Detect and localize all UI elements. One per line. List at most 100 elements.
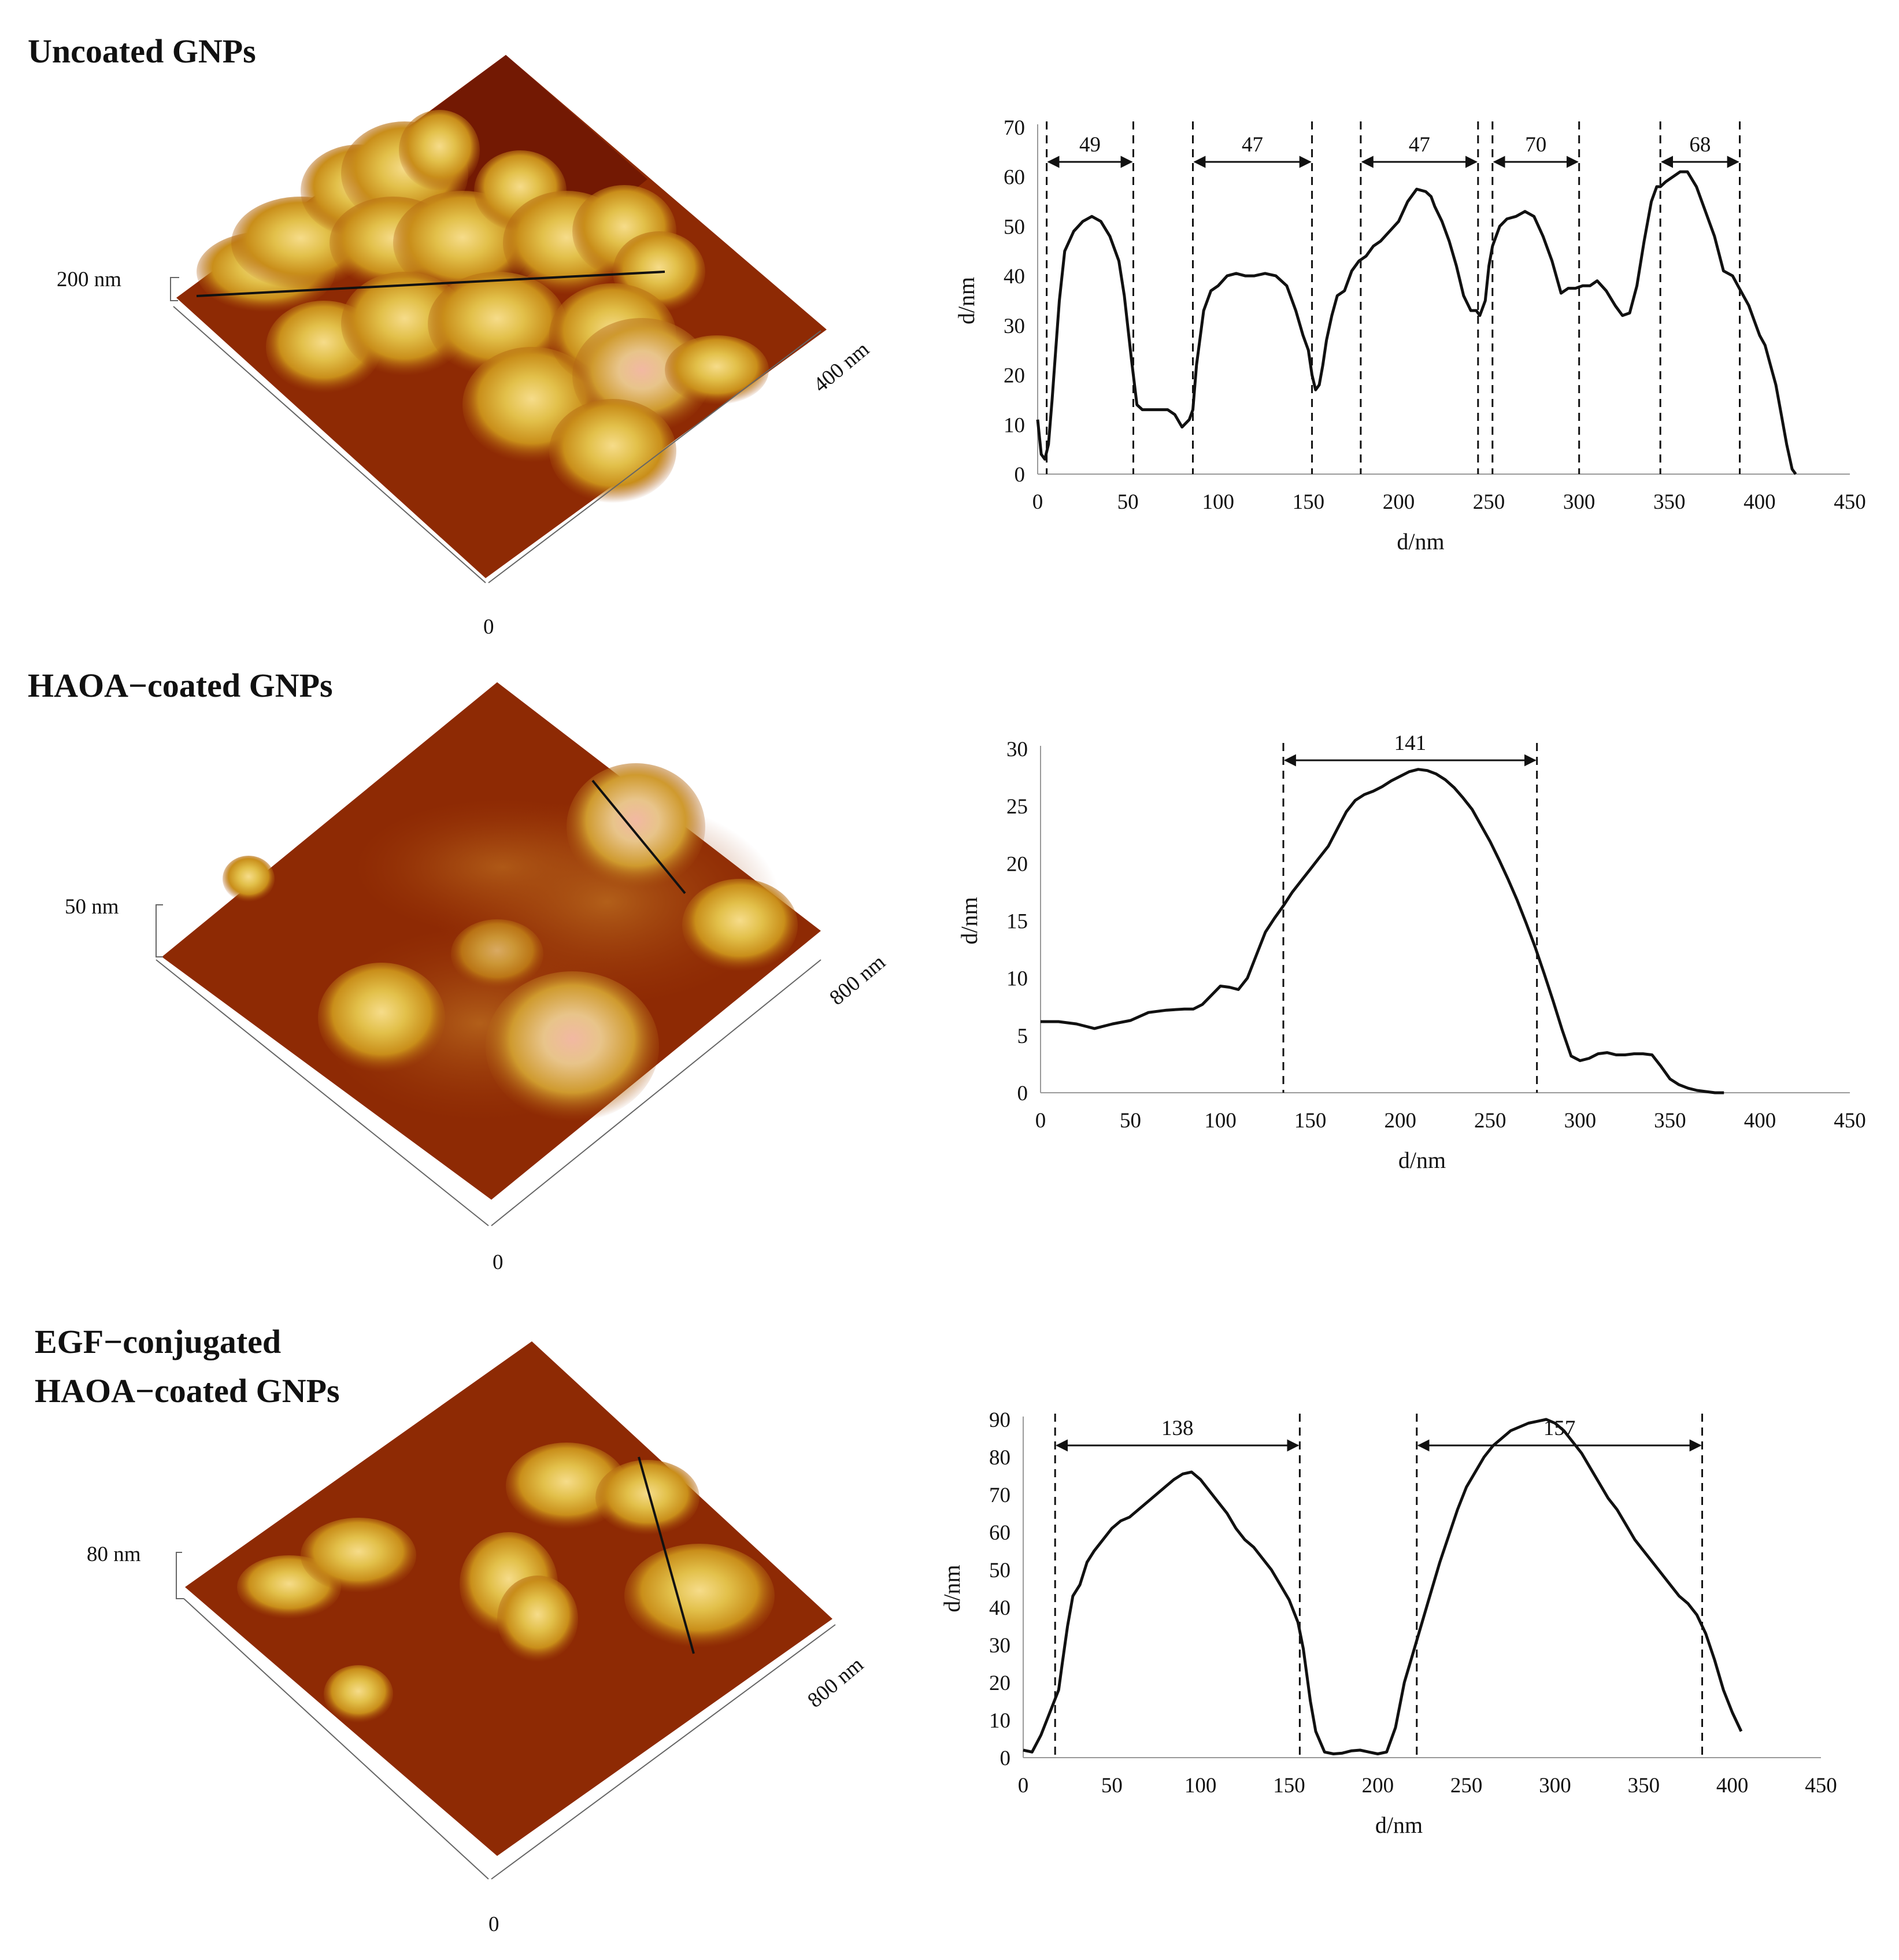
y-tick-label: 25 bbox=[1006, 795, 1028, 819]
x-tick-label: 300 bbox=[1539, 1774, 1571, 1798]
profile-chart-uncoated: 0 50 100 150 200 250 300 350 400 450 0 10 20 30 40 50 60… bbox=[953, 116, 1866, 554]
panel-title-uncoated: Uncoated GNPs bbox=[28, 32, 256, 70]
x-tick-label: 350 bbox=[1653, 490, 1686, 514]
x-tick-label: 250 bbox=[1450, 1774, 1483, 1798]
y-tick-label: 0 bbox=[1017, 1082, 1028, 1105]
x-tick-label: 0 bbox=[1035, 1109, 1046, 1133]
y-tick-label: 10 bbox=[989, 1709, 1010, 1733]
x-tick-label: 100 bbox=[1184, 1774, 1217, 1798]
y-tick-label: 0 bbox=[1015, 463, 1026, 487]
y-tick-label: 10 bbox=[1004, 413, 1025, 437]
y-tick-label: 15 bbox=[1006, 910, 1028, 934]
afm-profile-line-haoa bbox=[591, 779, 686, 894]
y-tick-label: 40 bbox=[989, 1596, 1010, 1620]
x-tick-label: 450 bbox=[1834, 1109, 1866, 1133]
afm-profile-line-egf bbox=[638, 1456, 695, 1654]
y-tick-label: 5 bbox=[1017, 1025, 1028, 1048]
x-tick-label: 50 bbox=[1117, 490, 1139, 514]
x-tick-label: 250 bbox=[1474, 1109, 1506, 1133]
x-tick-label: 250 bbox=[1473, 490, 1505, 514]
dimension-label: 68 bbox=[1689, 133, 1711, 157]
x-tick-label: 100 bbox=[1204, 1109, 1237, 1133]
afm-particles-uncoated bbox=[197, 110, 769, 503]
x-tick-label: 150 bbox=[1293, 490, 1325, 514]
afm-z-scale-egf: 80 nm bbox=[87, 1543, 141, 1566]
y-tick-label: 70 bbox=[989, 1484, 1010, 1507]
profile-chart-egf: 0 50 100 150 200 250 300 350 400 450 0 10 20 30 40 50 60… bbox=[939, 1408, 1837, 1838]
y-tick-label: 20 bbox=[1006, 852, 1028, 876]
afm-xy-scale-uncoated: 400 nm bbox=[809, 337, 873, 397]
y-tick-label: 20 bbox=[989, 1671, 1010, 1695]
x-tick-label: 300 bbox=[1564, 1109, 1597, 1133]
y-tick-label: 30 bbox=[989, 1634, 1010, 1658]
y-tick-label: 0 bbox=[1000, 1747, 1011, 1770]
y-tick-label: 80 bbox=[989, 1446, 1010, 1470]
x-tick-label: 150 bbox=[1273, 1774, 1305, 1798]
x-tick-label: 100 bbox=[1202, 490, 1234, 514]
profile-series-line bbox=[1023, 1418, 1743, 1755]
x-tick-label: 150 bbox=[1294, 1109, 1327, 1133]
y-tick-label: 60 bbox=[1004, 166, 1025, 190]
afm-origin-uncoated: 0 bbox=[483, 615, 494, 639]
y-tick-label: 30 bbox=[1004, 315, 1025, 338]
y-axis-label: d/nm bbox=[956, 897, 982, 944]
dimension-label: 47 bbox=[1409, 133, 1430, 157]
x-axis-label: d/nm bbox=[1375, 1812, 1423, 1838]
x-tick-label: 400 bbox=[1743, 490, 1776, 514]
dimension-label: 138 bbox=[1161, 1417, 1194, 1440]
y-tick-label: 70 bbox=[1004, 116, 1025, 140]
x-tick-label: 50 bbox=[1101, 1774, 1123, 1798]
afm-origin-egf: 0 bbox=[488, 1913, 499, 1936]
x-tick-label: 350 bbox=[1654, 1109, 1686, 1133]
panel-title-egf-line2: HAOA−coated GNPs bbox=[35, 1372, 340, 1410]
afm-particles-egf bbox=[237, 1443, 775, 1723]
afm-panel-egf: EGF−conjugated HAOA−coated GNPs 80 nm 80… bbox=[35, 1323, 868, 1936]
dimension-label: 70 bbox=[1525, 133, 1546, 157]
afm-z-scale-haoa: 50 nm bbox=[65, 895, 119, 919]
x-axis-label: d/nm bbox=[1397, 528, 1444, 554]
x-tick-label: 300 bbox=[1563, 490, 1596, 514]
afm-profile-line-uncoated bbox=[196, 271, 665, 297]
y-tick-label: 60 bbox=[989, 1521, 1010, 1545]
x-tick-label: 0 bbox=[1032, 490, 1043, 514]
x-tick-label: 200 bbox=[1362, 1774, 1394, 1798]
y-axis-label: d/nm bbox=[953, 277, 979, 324]
panel-title-egf-line1: EGF−conjugated bbox=[35, 1323, 281, 1360]
profile-chart-haoa: 0 50 100 150 200 250 300 350 400 450 0 5 10 15 20 25 30 d… bbox=[956, 731, 1866, 1173]
afm-origin-haoa: 0 bbox=[493, 1251, 504, 1274]
profile-series-line bbox=[1036, 170, 1797, 475]
afm-xy-scale-egf: 800 nm bbox=[803, 1652, 868, 1713]
y-tick-label: 50 bbox=[1004, 215, 1025, 239]
afm-z-axis-haoa bbox=[156, 904, 163, 957]
afm-panel-uncoated: Uncoated GNPs bbox=[28, 32, 874, 639]
profile-series-line bbox=[1041, 768, 1724, 1094]
y-tick-label: 10 bbox=[1006, 967, 1028, 991]
x-tick-label: 0 bbox=[1018, 1774, 1029, 1798]
y-tick-label: 30 bbox=[1006, 738, 1028, 761]
afm-z-scale-uncoated: 200 nm bbox=[57, 268, 121, 291]
x-tick-label: 50 bbox=[1120, 1109, 1141, 1133]
x-tick-label: 400 bbox=[1716, 1774, 1749, 1798]
x-tick-label: 450 bbox=[1834, 490, 1866, 514]
afm-z-axis-egf bbox=[176, 1552, 184, 1599]
afm-xy-scale-haoa: 800 nm bbox=[825, 950, 890, 1010]
dimension-label: 141 bbox=[1394, 731, 1427, 755]
x-tick-label: 350 bbox=[1628, 1774, 1660, 1798]
x-tick-label: 400 bbox=[1744, 1109, 1776, 1133]
afm-particles-haoa bbox=[223, 763, 798, 1122]
y-tick-label: 20 bbox=[1004, 364, 1025, 388]
y-tick-label: 40 bbox=[1004, 265, 1025, 289]
panel-title-haoa: HAOA−coated GNPs bbox=[28, 667, 333, 704]
y-tick-label: 50 bbox=[989, 1559, 1010, 1582]
afm-panel-haoa: HAOA−coated GNPs 50 nm 800 nm 0 bbox=[28, 667, 890, 1274]
x-tick-label: 450 bbox=[1805, 1774, 1837, 1798]
afm-z-axis-uncoated bbox=[170, 277, 179, 301]
x-tick-label: 200 bbox=[1384, 1109, 1416, 1133]
dimension-label: 47 bbox=[1242, 133, 1263, 157]
x-tick-label: 200 bbox=[1383, 490, 1415, 514]
x-axis-label: d/nm bbox=[1398, 1147, 1446, 1173]
y-axis-label: d/nm bbox=[939, 1565, 965, 1612]
y-tick-label: 90 bbox=[989, 1408, 1010, 1432]
dimension-label: 49 bbox=[1079, 133, 1101, 157]
